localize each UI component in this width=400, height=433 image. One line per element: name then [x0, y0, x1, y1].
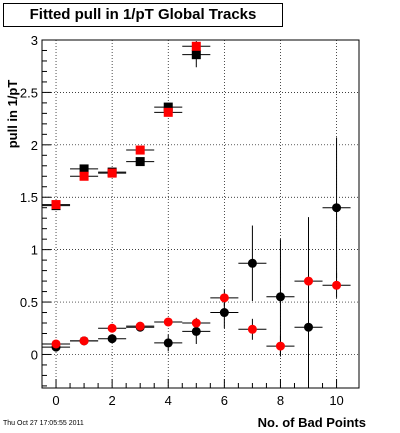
x-tick-label: 2 — [109, 393, 116, 408]
x-tick-label: 4 — [165, 393, 172, 408]
data-point-square — [163, 107, 173, 117]
x-tick-label: 6 — [221, 393, 228, 408]
data-point-circle — [332, 280, 342, 290]
y-tick-label: 0 — [31, 347, 38, 362]
markers-layer — [51, 41, 342, 352]
data-point-square — [191, 41, 201, 51]
x-tick-label: 8 — [277, 393, 284, 408]
data-point-circle — [332, 203, 342, 213]
y-tick-label: 0.5 — [20, 295, 38, 310]
data-point-circle — [163, 317, 173, 327]
timestamp: Thu Oct 27 17:05:55 2011 — [3, 420, 84, 427]
data-point-circle — [51, 339, 61, 349]
error-bars-layer — [42, 41, 351, 388]
y-tick-label: 3 — [31, 33, 38, 48]
data-point-square — [79, 164, 89, 174]
data-point-circle — [79, 336, 89, 346]
y-tick-label: 1.5 — [20, 190, 38, 205]
data-point-square — [135, 157, 145, 167]
data-point-circle — [191, 318, 201, 328]
data-point-circle — [191, 326, 201, 336]
data-point-circle — [163, 338, 173, 348]
data-point-circle — [275, 292, 285, 302]
data-point-circle — [219, 308, 229, 318]
data-point-circle — [219, 293, 229, 303]
data-point-square — [79, 171, 89, 181]
grid-layer — [42, 39, 359, 388]
data-point-square — [107, 168, 117, 178]
data-point-square — [51, 200, 61, 210]
x-tick-label: 0 — [52, 393, 59, 408]
data-point-square — [191, 50, 201, 60]
data-point-square — [163, 102, 173, 112]
plot-title: Fitted pull in 1/pT Global Tracks — [29, 6, 257, 23]
x-tick-label: 10 — [329, 393, 343, 408]
plot-title-box: Fitted pull in 1/pT Global Tracks — [3, 3, 283, 27]
x-axis-label: No. of Bad Points — [258, 415, 366, 430]
data-point-circle — [107, 334, 117, 344]
plot-frame — [41, 39, 360, 389]
data-point-circle — [107, 323, 117, 333]
y-axis-label: pull in 1/pT — [5, 80, 20, 149]
data-point-circle — [304, 276, 314, 286]
y-tick-label: 2.5 — [20, 85, 38, 100]
data-point-circle — [247, 324, 257, 334]
y-tick-label: 2 — [31, 138, 38, 153]
data-point-circle — [275, 341, 285, 351]
axes-layer: 0 2 4 6 8 10 0 0.5 1 1.5 2 2.5 3 — [20, 33, 360, 408]
data-point-circle — [135, 321, 145, 331]
data-point-circle — [247, 258, 257, 268]
data-point-circle — [304, 322, 314, 332]
data-point-square — [135, 145, 145, 155]
y-tick-label: 1 — [31, 243, 38, 258]
